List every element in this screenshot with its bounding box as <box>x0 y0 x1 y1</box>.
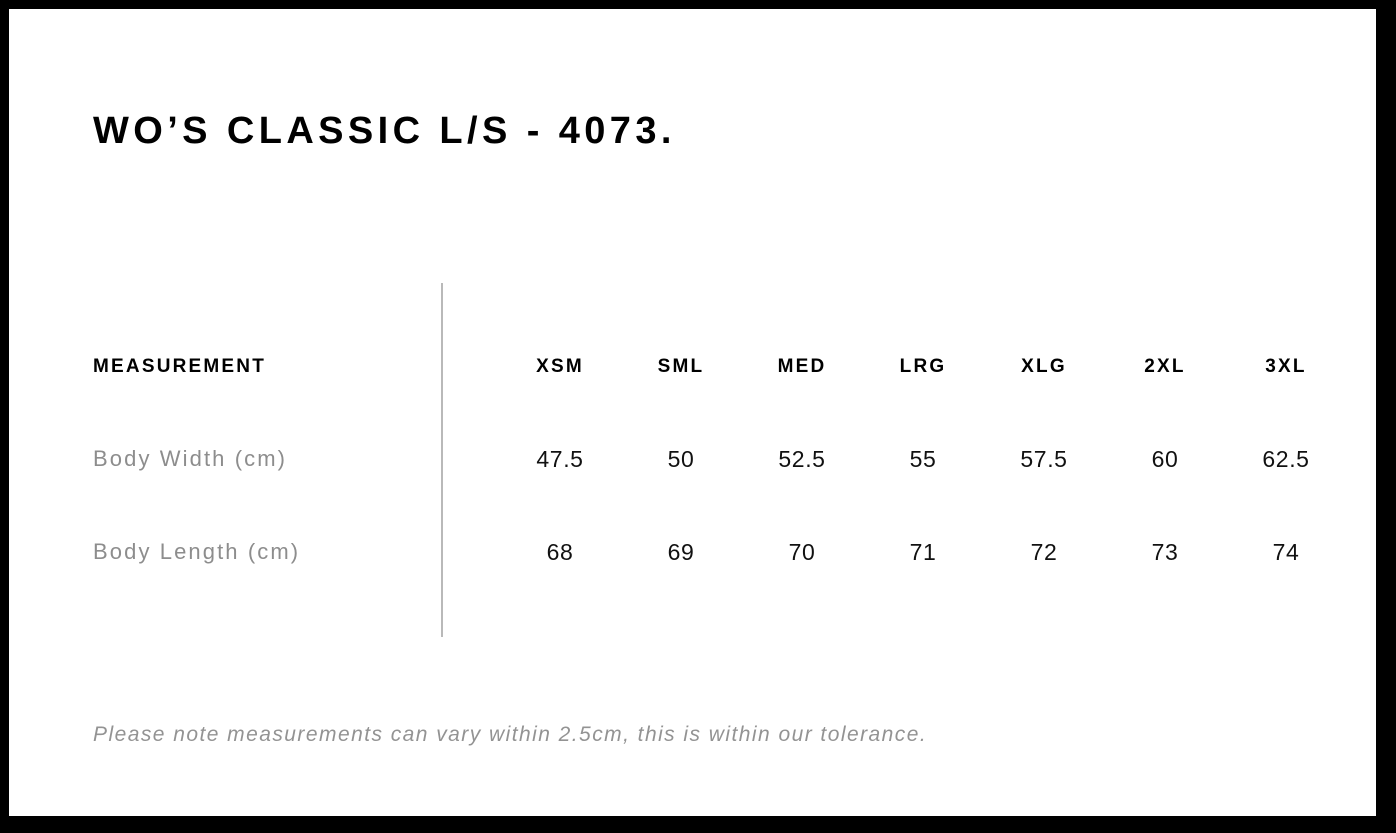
chart-sheet: WO’S CLASSIC L/S - 4073. MEASUREMENT XSM… <box>9 9 1376 816</box>
size-chart-table: MEASUREMENT XSM SML MED LRG XLG 2XL 3XL … <box>9 9 1376 816</box>
column-header-size-med: MED <box>777 356 827 377</box>
column-header-size-sml: SML <box>657 356 705 377</box>
row-label-body-length: Body Length (cm) <box>93 539 301 564</box>
cell-body-width-2xl: 60 <box>1151 446 1179 472</box>
table-row: Body Width (cm) 47.5 50 52.5 55 57.5 60 … <box>9 442 1376 476</box>
cell-body-length-sml: 69 <box>667 539 695 565</box>
table-row: Body Length (cm) 68 69 70 71 72 73 74 <box>9 535 1376 569</box>
column-header-size-xlg: XLG <box>1021 356 1067 377</box>
cell-body-width-xsm: 47.5 <box>536 446 584 472</box>
row-label-body-width: Body Width (cm) <box>93 446 288 471</box>
cell-body-width-3xl: 62.5 <box>1262 446 1310 472</box>
tolerance-note: Please note measurements can vary within… <box>93 723 928 746</box>
cell-body-width-xlg: 57.5 <box>1020 446 1068 472</box>
cell-body-width-med: 52.5 <box>778 446 826 472</box>
cell-body-length-lrg: 71 <box>909 539 937 565</box>
table-header-row: MEASUREMENT XSM SML MED LRG XLG 2XL 3XL <box>9 350 1376 384</box>
cell-body-length-med: 70 <box>788 539 816 565</box>
column-header-size-2xl: 2XL <box>1144 356 1186 377</box>
cell-body-width-sml: 50 <box>667 446 695 472</box>
cell-body-length-3xl: 74 <box>1272 539 1300 565</box>
cell-body-length-xsm: 68 <box>546 539 574 565</box>
cell-body-length-2xl: 73 <box>1151 539 1179 565</box>
column-divider <box>441 283 443 637</box>
column-header-size-lrg: LRG <box>899 356 947 377</box>
column-header-size-xsm: XSM <box>536 356 584 377</box>
column-header-size-3xl: 3XL <box>1265 356 1307 377</box>
column-header-measurement: MEASUREMENT <box>93 356 267 377</box>
cell-body-width-lrg: 55 <box>909 446 937 472</box>
page-title: WO’S CLASSIC L/S - 4073. <box>93 110 676 152</box>
cell-body-length-xlg: 72 <box>1030 539 1058 565</box>
